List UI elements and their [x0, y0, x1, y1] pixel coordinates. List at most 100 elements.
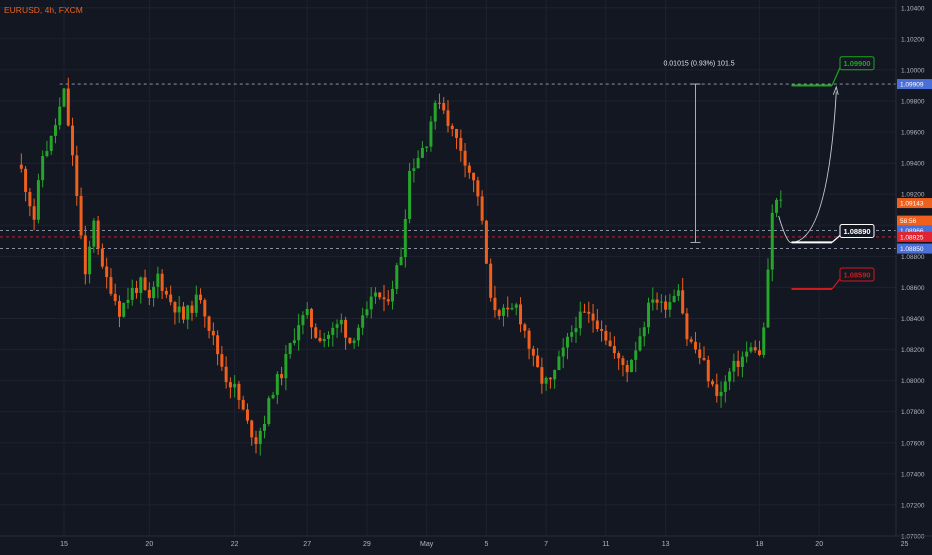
candle-body: [100, 248, 104, 267]
target-pointer: [831, 67, 841, 86]
measure-label: 0.01015 (0.93%) 101.5: [663, 60, 734, 67]
price-tag: [897, 215, 932, 226]
candle-body: [92, 220, 96, 247]
candle-body: [766, 269, 770, 328]
target-box: [839, 56, 875, 71]
candle-body: [433, 102, 437, 122]
candle-body: [450, 125, 454, 129]
price-tick-label: 1.08800: [901, 254, 925, 261]
price-tag: [897, 225, 932, 236]
candle-body: [676, 290, 680, 296]
candle-body: [156, 273, 160, 287]
price-tag-label: 1.08966: [900, 228, 924, 235]
drawings: 0.01015 (0.93%) 101.5 1.09900 1.08890 1.085…: [663, 56, 875, 290]
candle-body: [412, 168, 416, 171]
candle-body: [527, 330, 531, 349]
candle-body: [574, 328, 578, 333]
candle-body: [770, 212, 774, 270]
candle-body: [135, 288, 139, 294]
candle-body: [578, 311, 582, 329]
candle-body: [472, 172, 476, 181]
candle-body: [263, 423, 267, 431]
candle-body: [420, 147, 424, 158]
candle-body: [561, 347, 565, 357]
price-tick-label: 1.10400: [901, 5, 925, 12]
price-axis-panel[interactable]: [896, 0, 932, 536]
candle-body: [403, 218, 407, 258]
candle-body: [608, 340, 612, 347]
candle-body: [446, 110, 450, 126]
candle-body: [685, 313, 689, 340]
price-tick-label: 1.08400: [901, 316, 925, 323]
candle-body: [617, 353, 621, 359]
candle-body: [715, 384, 719, 397]
candle-body: [659, 301, 663, 303]
candle-body: [32, 206, 36, 220]
candle-body: [591, 313, 595, 321]
candle-body: [331, 327, 335, 335]
projection-curve-down: [778, 215, 792, 243]
candle-body: [224, 366, 228, 383]
price-tag-label: 1.09909: [900, 82, 924, 89]
price-tag: [897, 231, 932, 242]
candle-body: [425, 146, 429, 148]
candle-body: [711, 381, 715, 385]
candle-body: [437, 102, 441, 104]
candle-body: [280, 374, 284, 379]
target-label: 1.09900: [843, 59, 870, 68]
candle-body: [348, 337, 352, 344]
candle-body: [497, 310, 501, 316]
candle-body: [455, 128, 459, 138]
price-tag-label: 1.08850: [900, 246, 924, 253]
candle-body: [75, 155, 79, 196]
entry-box: [839, 223, 875, 238]
candle-body: [199, 294, 203, 301]
time-axis[interactable]: 1520222729May57111318202527: [60, 541, 932, 548]
candle-body: [728, 371, 732, 382]
candle-body: [480, 196, 484, 221]
candle-body: [66, 88, 70, 126]
candle-body: [745, 351, 749, 357]
price-tick-label: 1.07200: [901, 502, 925, 509]
candle-body: [706, 359, 710, 382]
candle-body: [570, 332, 574, 337]
candle-body: [395, 265, 399, 289]
candle-body: [753, 347, 757, 351]
candle-body: [531, 348, 535, 356]
candle-body: [160, 273, 164, 291]
candle-body: [245, 409, 249, 421]
candle-body: [557, 356, 561, 371]
candle-body: [365, 309, 369, 316]
candle-body: [565, 336, 569, 348]
candle-body: [339, 319, 343, 325]
horizontal-levels: [0, 83, 896, 249]
candle-body: [203, 300, 207, 317]
candle-body: [24, 168, 28, 192]
candle-body: [190, 305, 194, 313]
candle-body: [169, 294, 173, 303]
candle-body: [540, 367, 544, 384]
candle-body: [356, 327, 360, 341]
candle-body: [322, 339, 326, 342]
price-tick-label: 1.09800: [901, 98, 925, 105]
candle-body: [672, 295, 676, 303]
candle-body: [258, 430, 262, 444]
candle-body: [693, 341, 697, 350]
candle-body: [271, 394, 275, 399]
candle-body: [484, 220, 488, 264]
candle-body: [621, 358, 625, 365]
candle-body: [305, 308, 309, 316]
price-tag: [897, 79, 932, 90]
candle-body: [587, 311, 591, 314]
candle-body: [327, 334, 331, 340]
candle-body: [181, 306, 185, 320]
candle-body: [629, 359, 633, 373]
candle-body: [702, 357, 706, 360]
candle-body: [651, 299, 655, 303]
stop-box: [839, 267, 875, 282]
candle-body: [536, 355, 540, 368]
candle-body: [719, 391, 723, 397]
candle-body: [523, 324, 527, 331]
